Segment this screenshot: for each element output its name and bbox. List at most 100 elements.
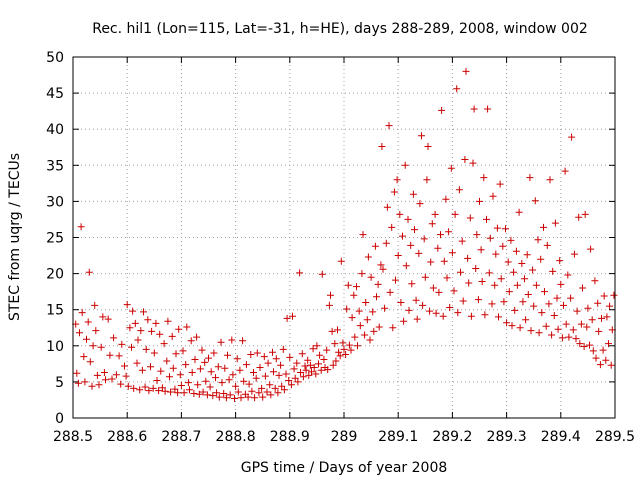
- data-points: [72, 67, 618, 402]
- data-point: [526, 174, 534, 182]
- data-point: [564, 271, 572, 279]
- data-point: [253, 349, 261, 357]
- data-point: [193, 333, 201, 341]
- data-point: [258, 384, 266, 392]
- data-point: [484, 105, 492, 113]
- data-point: [231, 395, 238, 402]
- data-point: [426, 307, 434, 315]
- y-tick-label: 5: [55, 375, 64, 391]
- data-point: [266, 381, 274, 389]
- data-point: [503, 319, 511, 327]
- x-tick-label: 289.5: [595, 429, 635, 445]
- data-point: [545, 300, 553, 308]
- data-point: [85, 268, 93, 276]
- data-point: [131, 319, 139, 327]
- data-point: [202, 377, 210, 385]
- data-point: [551, 219, 559, 227]
- data-point: [565, 333, 573, 341]
- data-point: [190, 390, 198, 397]
- data-point: [233, 355, 241, 363]
- data-point: [177, 382, 185, 389]
- data-point: [542, 322, 550, 330]
- data-point: [138, 366, 146, 374]
- data-point: [199, 388, 207, 396]
- data-point: [500, 298, 508, 306]
- data-point: [86, 358, 94, 366]
- data-point: [443, 274, 451, 282]
- data-point: [179, 347, 187, 355]
- data-point: [283, 314, 291, 322]
- data-point: [287, 381, 295, 389]
- data-point: [285, 377, 293, 384]
- data-point: [212, 374, 219, 382]
- data-point: [568, 133, 576, 141]
- data-point: [485, 269, 493, 277]
- data-point: [488, 300, 496, 308]
- data-point: [504, 258, 512, 266]
- data-point: [232, 382, 240, 390]
- data-point: [275, 371, 283, 379]
- data-point: [538, 309, 546, 317]
- tick-labels: 288.5 288.6 288.7 288.8 288.9 289 289.1 289.2 28…: [46, 50, 635, 445]
- data-point: [234, 388, 242, 396]
- data-point: [467, 312, 475, 320]
- data-point: [88, 382, 96, 390]
- data-point: [577, 320, 585, 328]
- data-point: [588, 316, 596, 324]
- data-point: [348, 314, 356, 322]
- data-point: [150, 349, 158, 357]
- data-point: [191, 356, 199, 363]
- data-point: [137, 327, 145, 335]
- data-point: [535, 329, 543, 337]
- data-point: [141, 383, 149, 391]
- data-point: [570, 250, 578, 258]
- data-point: [206, 383, 214, 391]
- data-point: [166, 373, 173, 381]
- data-point: [245, 380, 253, 388]
- data-point: [492, 250, 500, 258]
- y-tick-label: 10: [46, 339, 64, 355]
- data-point: [532, 281, 540, 289]
- data-point: [269, 348, 276, 356]
- x-tick-label: 289: [331, 429, 358, 445]
- data-point: [489, 192, 497, 200]
- data-point: [481, 311, 489, 319]
- data-point: [124, 382, 132, 390]
- data-point: [305, 371, 313, 379]
- data-point: [537, 255, 545, 263]
- x-tick-label: 288.6: [107, 429, 147, 445]
- y-axis-label: STEC from uqrg / TECUs: [7, 153, 23, 321]
- data-point: [458, 237, 466, 245]
- x-tick-label: 289.2: [432, 429, 472, 445]
- data-point: [160, 340, 168, 348]
- data-point: [388, 223, 396, 231]
- data-point: [418, 132, 425, 140]
- y-tick-label: 45: [46, 86, 64, 102]
- x-tick-label: 289.4: [541, 429, 581, 445]
- data-point: [142, 345, 150, 353]
- data-point: [470, 105, 478, 113]
- plot-frame: [72, 56, 616, 419]
- data-point: [440, 257, 448, 265]
- data-point: [149, 384, 157, 392]
- data-point: [598, 314, 605, 322]
- data-point: [361, 331, 369, 339]
- data-point: [573, 307, 581, 315]
- data-point: [294, 378, 302, 386]
- x-tick-label: 289.3: [487, 429, 527, 445]
- data-point: [323, 346, 331, 354]
- data-point: [242, 361, 250, 369]
- data-point: [278, 382, 286, 390]
- data-point: [171, 385, 179, 393]
- y-tick-label: 35: [46, 158, 64, 174]
- data-point: [519, 298, 527, 306]
- data-point: [607, 361, 615, 369]
- data-point: [148, 327, 156, 335]
- data-point: [308, 368, 315, 376]
- data-point: [575, 213, 583, 221]
- data-point: [589, 347, 597, 355]
- data-point: [313, 342, 321, 350]
- data-point: [524, 291, 532, 298]
- data-point: [172, 350, 180, 358]
